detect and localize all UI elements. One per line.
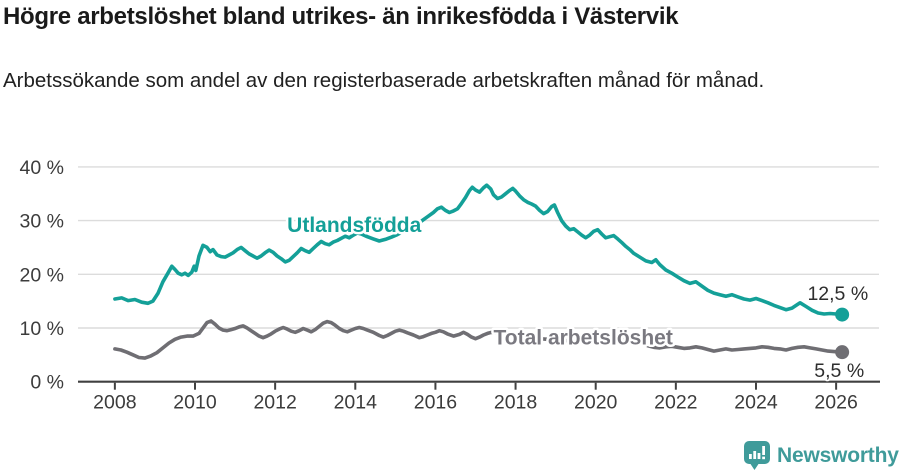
series-end-dot-utlandsfodda [835, 307, 850, 322]
y-axis-tick-label: 40 % [20, 157, 64, 179]
page-title: Högre arbetslöshet bland utrikes- än inr… [3, 3, 679, 30]
x-axis-tick-label: 2024 [734, 392, 778, 414]
value-label: 12,5 % [807, 283, 868, 305]
series-line-total [113, 319, 844, 360]
newsworthy-logo: Newsworthy [744, 441, 899, 471]
x-axis-tick-label: 2020 [574, 392, 618, 414]
y-axis-tick-label: 20 % [20, 264, 64, 286]
x-axis-tick-label: 2010 [173, 392, 217, 414]
y-axis-tick-label: 0 % [30, 372, 64, 394]
x-axis-tick-label: 2014 [334, 392, 378, 414]
series-end-dot-total [835, 345, 850, 360]
series-label-total-arbetsl-shet: Total arbetslöshet [494, 327, 673, 350]
chart-subtitle: Arbetssökande som andel av den registerb… [3, 69, 765, 92]
x-axis-tick-label: 2012 [253, 392, 296, 414]
value-label: 5,5 % [814, 360, 864, 382]
y-axis-tick-label: 10 % [20, 318, 64, 340]
x-axis-tick-label: 2016 [414, 392, 457, 414]
x-axis-tick-label: 2008 [93, 392, 136, 414]
y-axis-tick-label: 30 % [20, 211, 64, 233]
x-axis-tick-label: 2026 [814, 392, 857, 414]
x-axis-tick-label: 2018 [494, 392, 537, 414]
series-line-utlandsfodda [113, 183, 844, 317]
x-axis-tick-label: 2022 [654, 392, 697, 414]
newsworthy-brand-text: Newsworthy [777, 444, 899, 467]
series-label-utlandsf-dda: Utlandsfödda [287, 214, 421, 237]
newsworthy-chart-bubble-icon [744, 441, 770, 470]
